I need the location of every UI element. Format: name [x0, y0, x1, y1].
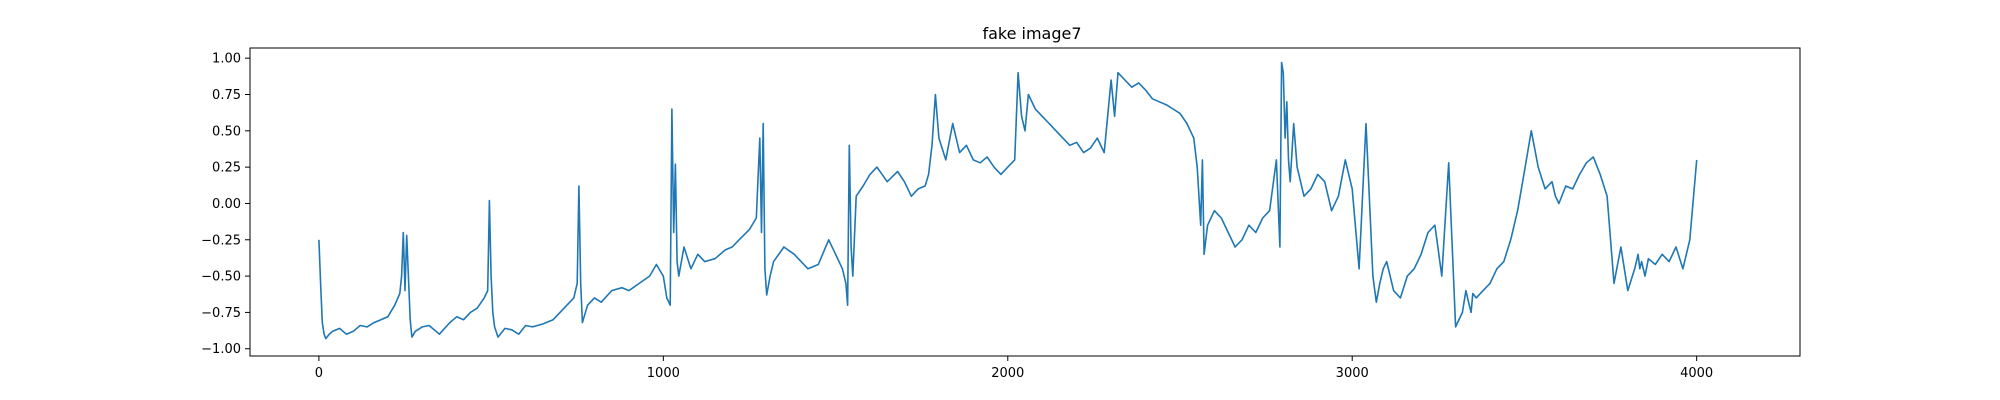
y-tick-label: −1.00 [201, 342, 241, 357]
x-tick-label: 0 [315, 366, 323, 381]
x-tick-label: 1000 [647, 366, 680, 381]
y-tick-label: 1.00 [212, 52, 241, 67]
series-line-0 [318, 61, 1698, 340]
x-tick-label: 2000 [991, 366, 1024, 381]
y-tick-label: −0.25 [201, 233, 241, 248]
y-tick-label: 0.75 [212, 88, 241, 103]
y-tick-label: 0.00 [212, 197, 241, 212]
x-tick-label: 3000 [1336, 366, 1369, 381]
x-tick-label: 4000 [1680, 366, 1713, 381]
chart-title: fake image7 [982, 24, 1081, 43]
y-tick-label: 0.25 [212, 161, 241, 176]
y-tick-label: −0.75 [201, 306, 241, 321]
y-tick-label: −0.50 [201, 270, 241, 285]
plot-frame [249, 47, 1801, 357]
y-tick-label: 0.50 [212, 124, 241, 139]
